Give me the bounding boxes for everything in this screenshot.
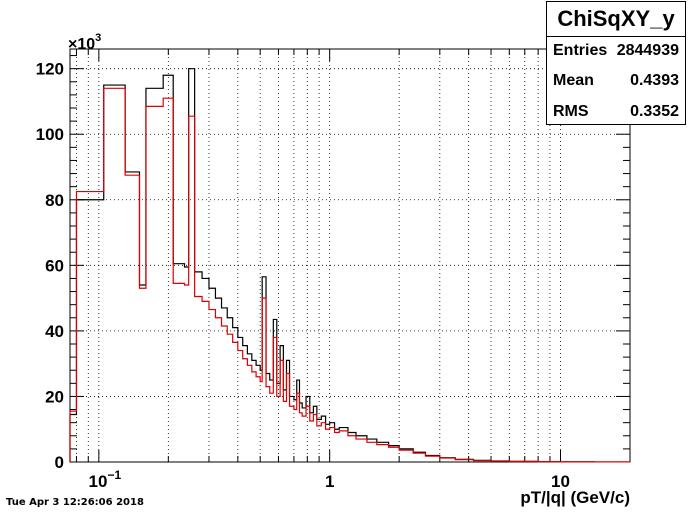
stats-rms-row: RMS 0.3352 [553, 97, 679, 127]
x-tick-labels: 10−1 1 10 [89, 468, 570, 491]
x-tick-label: 1 [325, 472, 334, 491]
y-multiplier: ×103 [68, 32, 101, 53]
timestamp: Tue Apr 3 12:26:06 2018 [6, 497, 144, 508]
y-tick-label: 20 [45, 387, 64, 406]
histogram-series-2 [69, 87, 630, 463]
stats-title: ChiSqXY_y [547, 2, 685, 37]
x-tick-label: 10−1 [89, 468, 122, 491]
y-tick-label: 100 [36, 125, 64, 144]
series-layer [69, 68, 630, 463]
stats-mean-row: Mean 0.4393 [553, 66, 679, 96]
plot-frame [69, 48, 631, 463]
grid [70, 49, 631, 462]
y-tick-label: 120 [36, 60, 64, 79]
mean-label: Mean [553, 72, 594, 89]
rms-label: RMS [553, 103, 589, 120]
y-tick-label: 60 [45, 256, 64, 275]
mean-value: 0.4393 [630, 72, 679, 89]
stats-box: ChiSqXY_y Entries 2844939 Mean 0.4393 RM… [546, 1, 686, 125]
y-tick-label: 0 [55, 453, 64, 472]
entries-label: Entries [553, 42, 608, 59]
x-axis-label: pT/|q| (GeV/c) [520, 488, 630, 507]
y-tick-labels: 0 20 40 60 80 100 120 [36, 60, 64, 472]
stats-entries-row: Entries 2844939 [553, 36, 679, 66]
entries-value: 2844939 [616, 42, 679, 59]
rms-value: 0.3352 [630, 103, 679, 120]
x-tick-label: 10 [551, 472, 570, 491]
y-tick-label: 80 [45, 191, 64, 210]
y-tick-label: 40 [45, 322, 64, 341]
